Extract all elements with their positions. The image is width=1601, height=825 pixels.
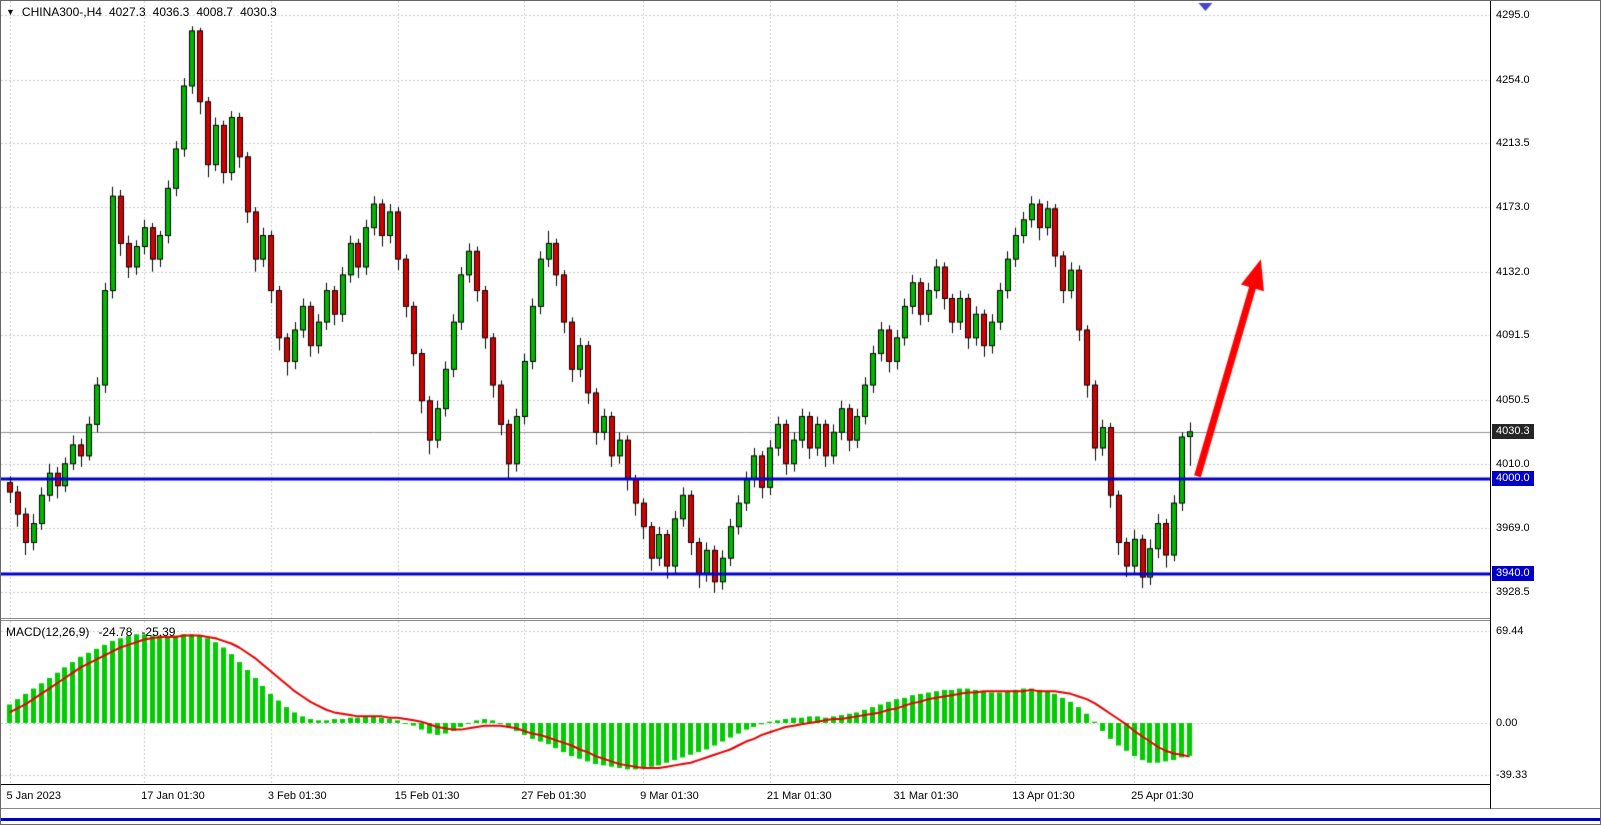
macd-axis-label: 69.44: [1496, 625, 1524, 637]
macd-indicator-header: MACD(12,26,9) -24.78 -25.39: [6, 625, 175, 639]
symbol-timeframe-label: CHINA300-,H4: [21, 5, 102, 19]
macd-indicator-name: MACD(12,26,9): [6, 625, 90, 639]
price-axis-label: 4050.5: [1496, 394, 1530, 406]
price-axis[interactable]: 4295.0 4254.0 4213.5 4173.0 4132.0 4091.5 4050…: [1490, 1, 1600, 809]
support-line-price-label[interactable]: 3940.0: [1492, 565, 1534, 581]
macd-signal-value: -25.39: [141, 625, 176, 639]
ohlc-close-value: 4030.3: [240, 5, 277, 19]
panel-splitter[interactable]: [1, 618, 1490, 621]
time-axis[interactable]: 5 Jan 2023 17 Jan 01:30 3 Feb 01:30 15 Feb …: [1, 784, 1490, 809]
price-axis-label: 4295.0: [1496, 9, 1530, 22]
horizontal-scrollbar[interactable]: [1, 818, 1600, 821]
support-line-price-label[interactable]: 4000.0: [1492, 471, 1534, 487]
price-axis-label: 4091.5: [1496, 329, 1530, 342]
time-axis-label: 27 Feb 01:30: [521, 790, 587, 802]
time-axis-label: 9 Mar 01:30: [640, 790, 699, 802]
time-axis-label: 17 Jan 01:30: [141, 790, 205, 802]
symbol-dropdown-icon[interactable]: ▼: [6, 7, 15, 17]
time-axis-label: 3 Feb 01:30: [267, 790, 327, 802]
price-axis-label: 4254.0: [1496, 73, 1530, 86]
main-price-panel[interactable]: ▼ CHINA300-,H4 4027.3 4036.3 4008.7 4030…: [1, 1, 1490, 618]
price-axis-label: 4132.0: [1496, 265, 1530, 278]
time-axis-label: 25 Apr 01:30: [1131, 790, 1194, 802]
price-axis-label: 4213.5: [1496, 137, 1530, 150]
price-axis-label: 3928.5: [1496, 586, 1530, 599]
macd-chart-canvas[interactable]: [1, 621, 1490, 783]
ohlc-low-value: 4008.7: [196, 5, 234, 19]
price-axis-label: 4173.0: [1496, 201, 1530, 214]
candlestick-chart-canvas[interactable]: [1, 1, 1490, 618]
time-axis-label: 5 Jan 2023: [6, 790, 61, 802]
macd-axis-label: 0.00: [1496, 716, 1518, 729]
price-axis-label: 4010.0: [1496, 457, 1530, 470]
macd-main-value: -24.78: [98, 625, 133, 639]
price-axis-label: 3969.0: [1496, 522, 1530, 535]
time-axis-label: 15 Feb 01:30: [394, 790, 460, 802]
ohlc-open-value: 4027.3: [108, 5, 146, 19]
time-axis-label: 31 Mar 01:30: [893, 790, 959, 802]
chart-ohlc-header: ▼ CHINA300-,H4 4027.3 4036.3 4008.7 4030…: [6, 5, 277, 19]
time-axis-label: 13 Apr 01:30: [1012, 790, 1075, 802]
macd-axis-label: -39.33: [1496, 769, 1528, 782]
ohlc-high-value: 4036.3: [152, 5, 190, 19]
current-price-label: 4030.3: [1492, 423, 1534, 439]
macd-indicator-panel[interactable]: MACD(12,26,9) -24.78 -25.39: [1, 621, 1490, 783]
time-axis-label: 21 Mar 01:30: [766, 790, 832, 802]
